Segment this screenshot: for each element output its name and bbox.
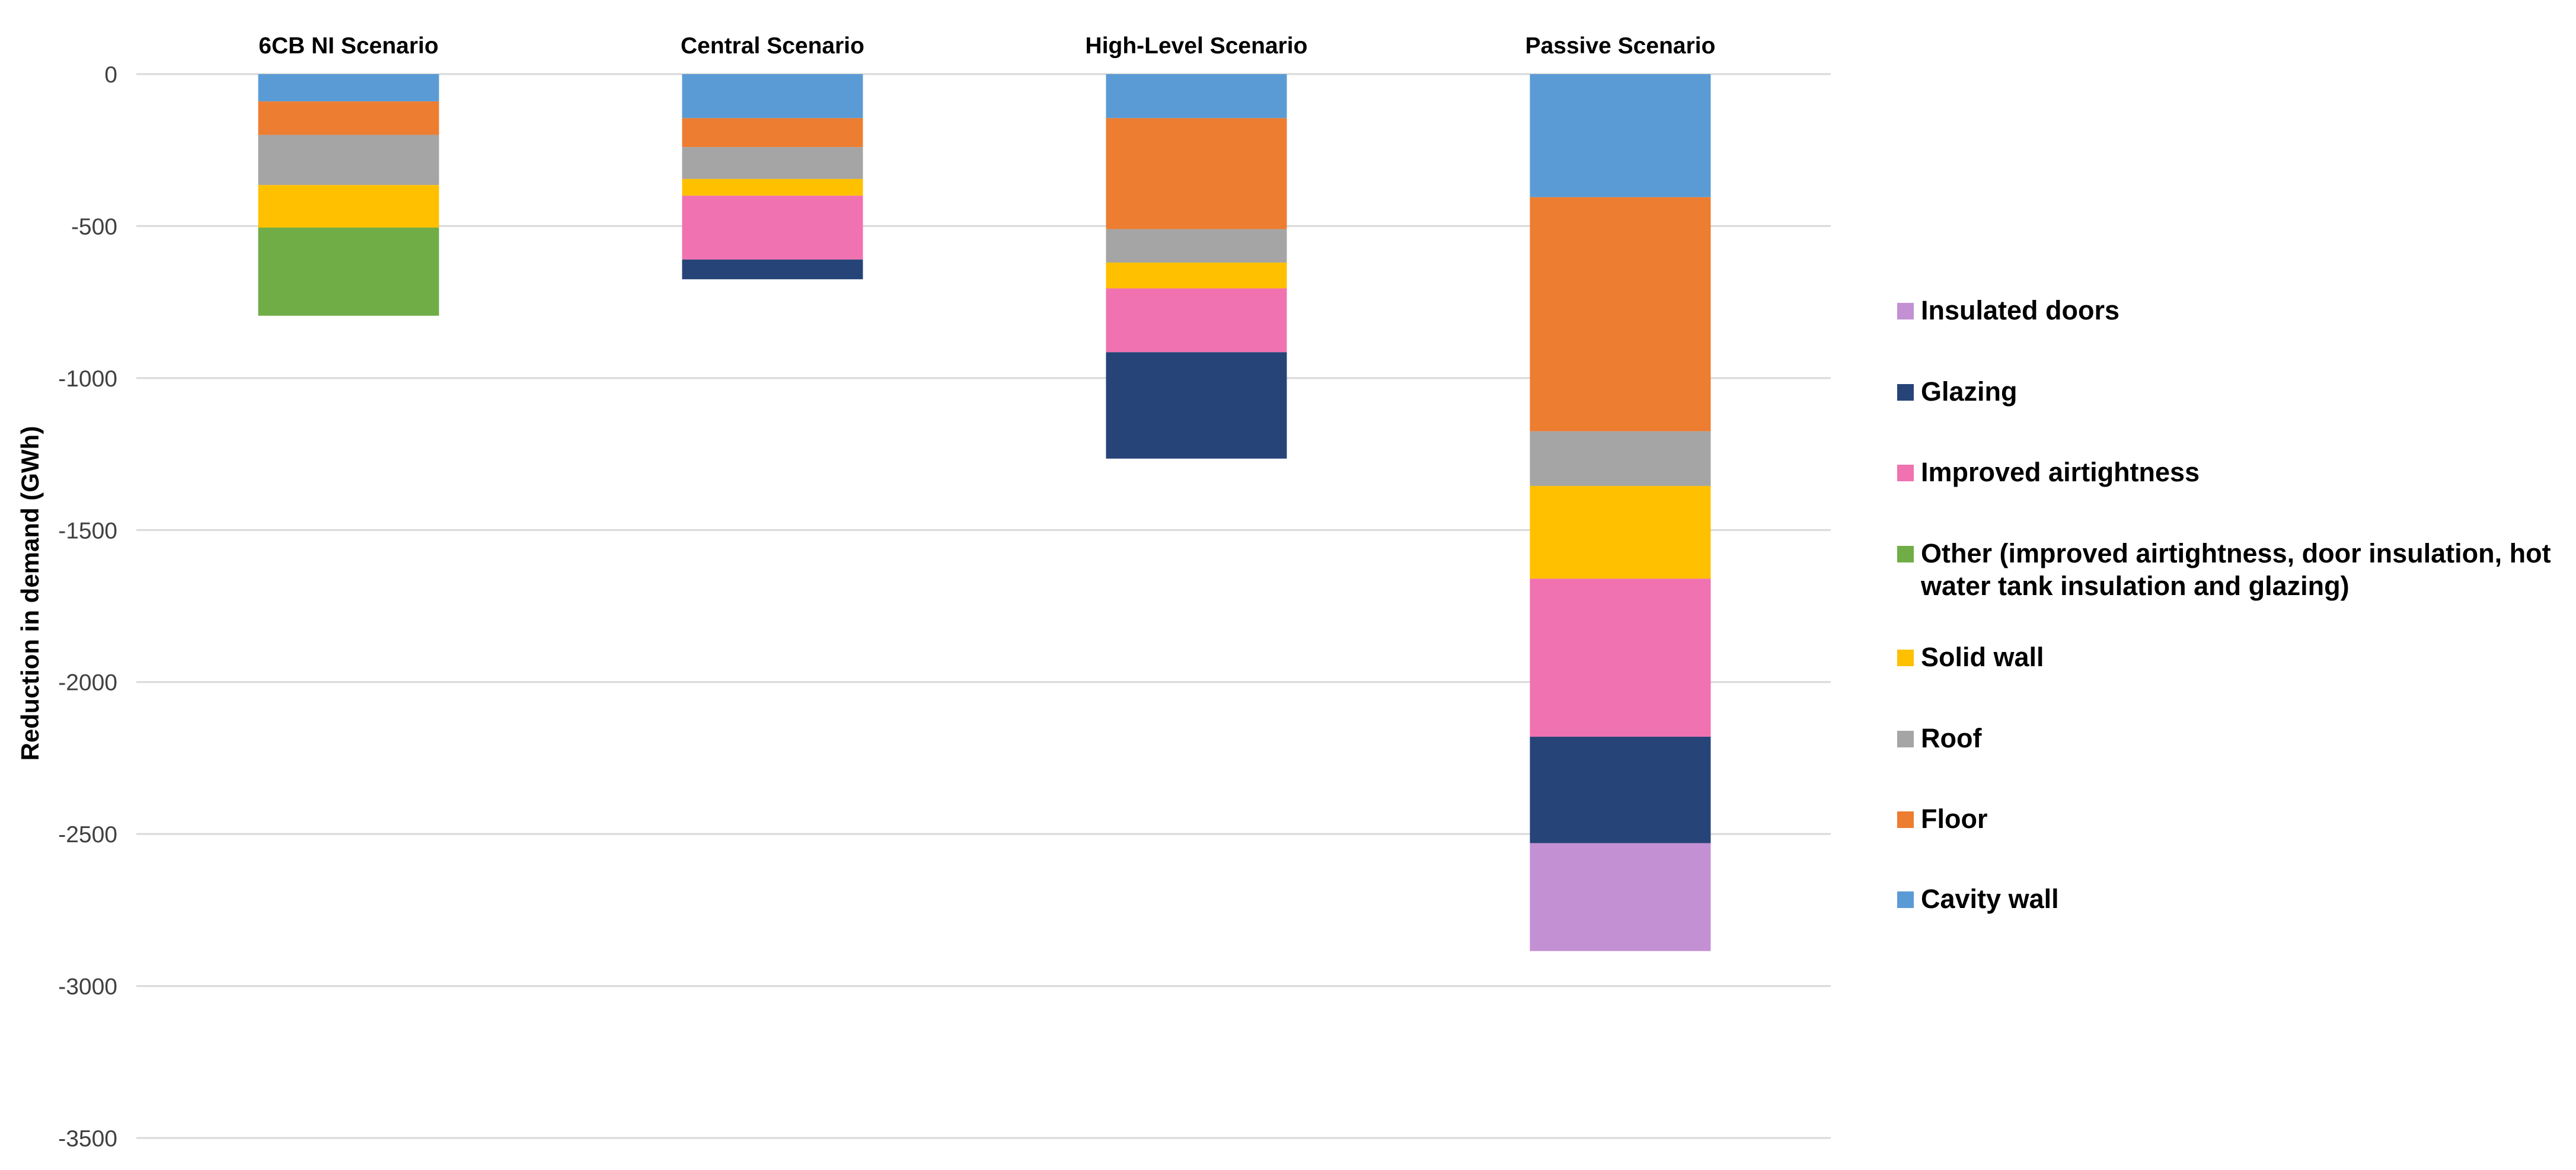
legend-label: Roof — [1921, 723, 1982, 753]
y-axis-label: Reduction in demand (GWh) — [16, 426, 44, 761]
bar-segment — [1106, 288, 1287, 353]
legend-item: Glazing — [1897, 375, 2573, 408]
bar-segment — [682, 74, 863, 119]
legend-label: Other (improved airtightness, door insul… — [1921, 538, 2551, 601]
y-tick-label: -3500 — [58, 1126, 117, 1152]
bar-segment — [1106, 118, 1287, 229]
bar-segments — [258, 74, 1711, 951]
y-tick-label: -1000 — [58, 366, 117, 392]
y-tick-label: -2500 — [58, 822, 117, 848]
bar-segment — [1106, 74, 1287, 119]
bar-segment — [1530, 485, 1711, 579]
legend-swatch — [1897, 650, 1914, 666]
bar-segment — [258, 135, 439, 186]
legend-swatch — [1897, 546, 1914, 562]
bar-segment — [682, 178, 863, 196]
scenario-labels: 6CB NI Scenario Central Scenario High-Leve… — [258, 33, 1715, 59]
legend-item: Improved airtightness — [1897, 456, 2573, 488]
scenario-label: 6CB NI Scenario — [258, 33, 438, 59]
scenario-label: Central Scenario — [681, 33, 864, 59]
bar-segment — [682, 259, 863, 280]
legend-label: Floor — [1921, 804, 1988, 834]
y-tick-label: -3000 — [58, 974, 117, 1000]
legend-swatch — [1897, 384, 1914, 401]
y-tick-label: -500 — [71, 214, 117, 239]
legend-item: Roof — [1897, 722, 2573, 755]
legend-item: Insulated doors — [1897, 294, 2573, 327]
bar-segment — [1530, 197, 1711, 431]
bar-segment — [1530, 431, 1711, 486]
bar-segment — [682, 196, 863, 260]
legend-item: Cavity wall — [1897, 883, 2573, 915]
bar-segment — [1530, 843, 1711, 951]
legend-item: Floor — [1897, 803, 2573, 835]
bar-segment — [1106, 262, 1287, 289]
legend-label: Improved airtightness — [1921, 457, 2200, 487]
bar-segment — [1106, 229, 1287, 263]
legend-item: Solid wall — [1897, 641, 2573, 673]
bar-segment — [1530, 74, 1711, 197]
legend-item: Other (improved airtightness, door insul… — [1897, 537, 2573, 602]
y-tick-label: -2000 — [58, 670, 117, 696]
legend-label: Cavity wall — [1921, 884, 2059, 914]
scenario-label: High-Level Scenario — [1086, 33, 1308, 59]
bar-segment — [258, 185, 439, 228]
legend-swatch — [1897, 891, 1914, 908]
bar-segment — [682, 147, 863, 179]
legend-swatch — [1897, 731, 1914, 747]
scenario-label: Passive Scenario — [1525, 33, 1716, 59]
bar-segment — [258, 101, 439, 135]
legend-swatch — [1897, 465, 1914, 481]
bar-segment — [1530, 578, 1711, 737]
legend-label: Glazing — [1921, 376, 2018, 407]
y-tick-label: 0 — [104, 62, 117, 88]
legend-swatch — [1897, 303, 1914, 319]
bar-segment — [258, 74, 439, 102]
legend-label: Insulated doors — [1921, 295, 2120, 325]
bar-segment — [682, 118, 863, 148]
legend-label: Solid wall — [1921, 642, 2044, 672]
legend-swatch — [1897, 811, 1914, 828]
bar-segment — [1106, 352, 1287, 459]
bar-segment — [258, 227, 439, 316]
y-tick-label: -1500 — [58, 518, 117, 544]
y-axis-ticks: 0 -500 -1000 -1500 -2000 -2500 -3000 -3500 — [58, 62, 117, 1152]
bar-segment — [1530, 737, 1711, 843]
